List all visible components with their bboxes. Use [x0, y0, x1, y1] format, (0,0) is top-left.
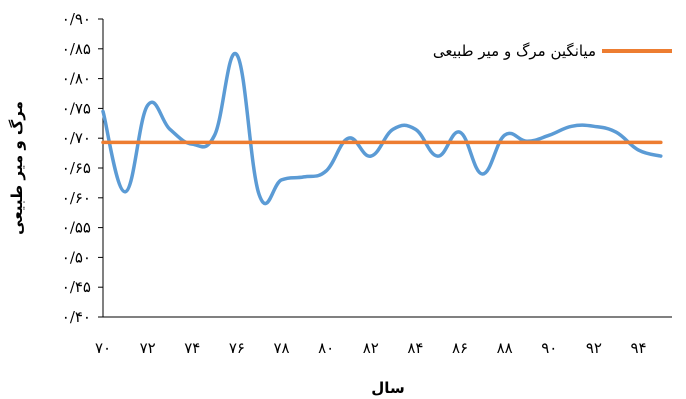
x-axis-title: سال	[371, 379, 404, 397]
y-tick-label: ۰/۵۵	[62, 219, 91, 237]
x-tick-label: ۸۸	[497, 339, 513, 357]
x-tick-label: ۷۸	[273, 339, 289, 357]
y-tick-label: ۰/۶۰	[62, 189, 91, 207]
x-tick-label: ۸۶	[452, 339, 468, 357]
y-axis-ticks: ۰/۴۰ ۰/۴۵ ۰/۵۰ ۰/۵۵ ۰/۶۰ ۰/۶۵ ۰/۷۰ ۰/۷۵ ۰/۸۰ ۰/۸۵…	[62, 10, 103, 326]
y-tick-label: ۰/۸۰	[62, 70, 91, 88]
x-tick-label: ۸۰	[318, 339, 334, 357]
x-tick-label: ۷۶	[229, 339, 245, 357]
y-tick-label: ۰/۸۵	[62, 40, 91, 58]
x-tick-label: ۷۲	[140, 339, 156, 357]
x-tick-label: ۸۲	[363, 339, 379, 357]
y-axis-title: مرگ و میر طبیعی	[8, 101, 26, 235]
series-line-mortality	[101, 51, 663, 206]
x-axis-ticks: ۷۰ ۷۲ ۷۴ ۷۶ ۷۸ ۸۰ ۸۲ ۸۴ ۸۶ ۸۸ ۹۰ ۹۲ ۹۴	[95, 339, 647, 357]
x-tick-label: ۹۴	[630, 339, 646, 357]
x-tick-label: ۹۰	[541, 339, 557, 357]
y-tick-label: ۰/۴۵	[62, 278, 91, 296]
x-tick-label: ۷۰	[95, 339, 111, 357]
y-tick-label: ۰/۴۰	[62, 308, 91, 326]
legend: میانگین مرگ و میر طبیعی	[433, 42, 672, 60]
series-layer	[101, 51, 663, 206]
x-tick-label: ۷۴	[184, 339, 200, 357]
y-tick-label: ۰/۶۵	[62, 159, 91, 177]
y-tick-label: ۰/۹۰	[62, 10, 91, 28]
y-tick-label: ۰/۷۰	[62, 129, 91, 147]
x-tick-label: ۸۴	[407, 339, 423, 357]
y-tick-label: ۰/۷۵	[62, 99, 91, 117]
y-tick-label: ۰/۵۰	[62, 248, 91, 266]
x-tick-label: ۹۲	[586, 339, 602, 357]
legend-label-average: میانگین مرگ و میر طبیعی	[433, 42, 596, 60]
